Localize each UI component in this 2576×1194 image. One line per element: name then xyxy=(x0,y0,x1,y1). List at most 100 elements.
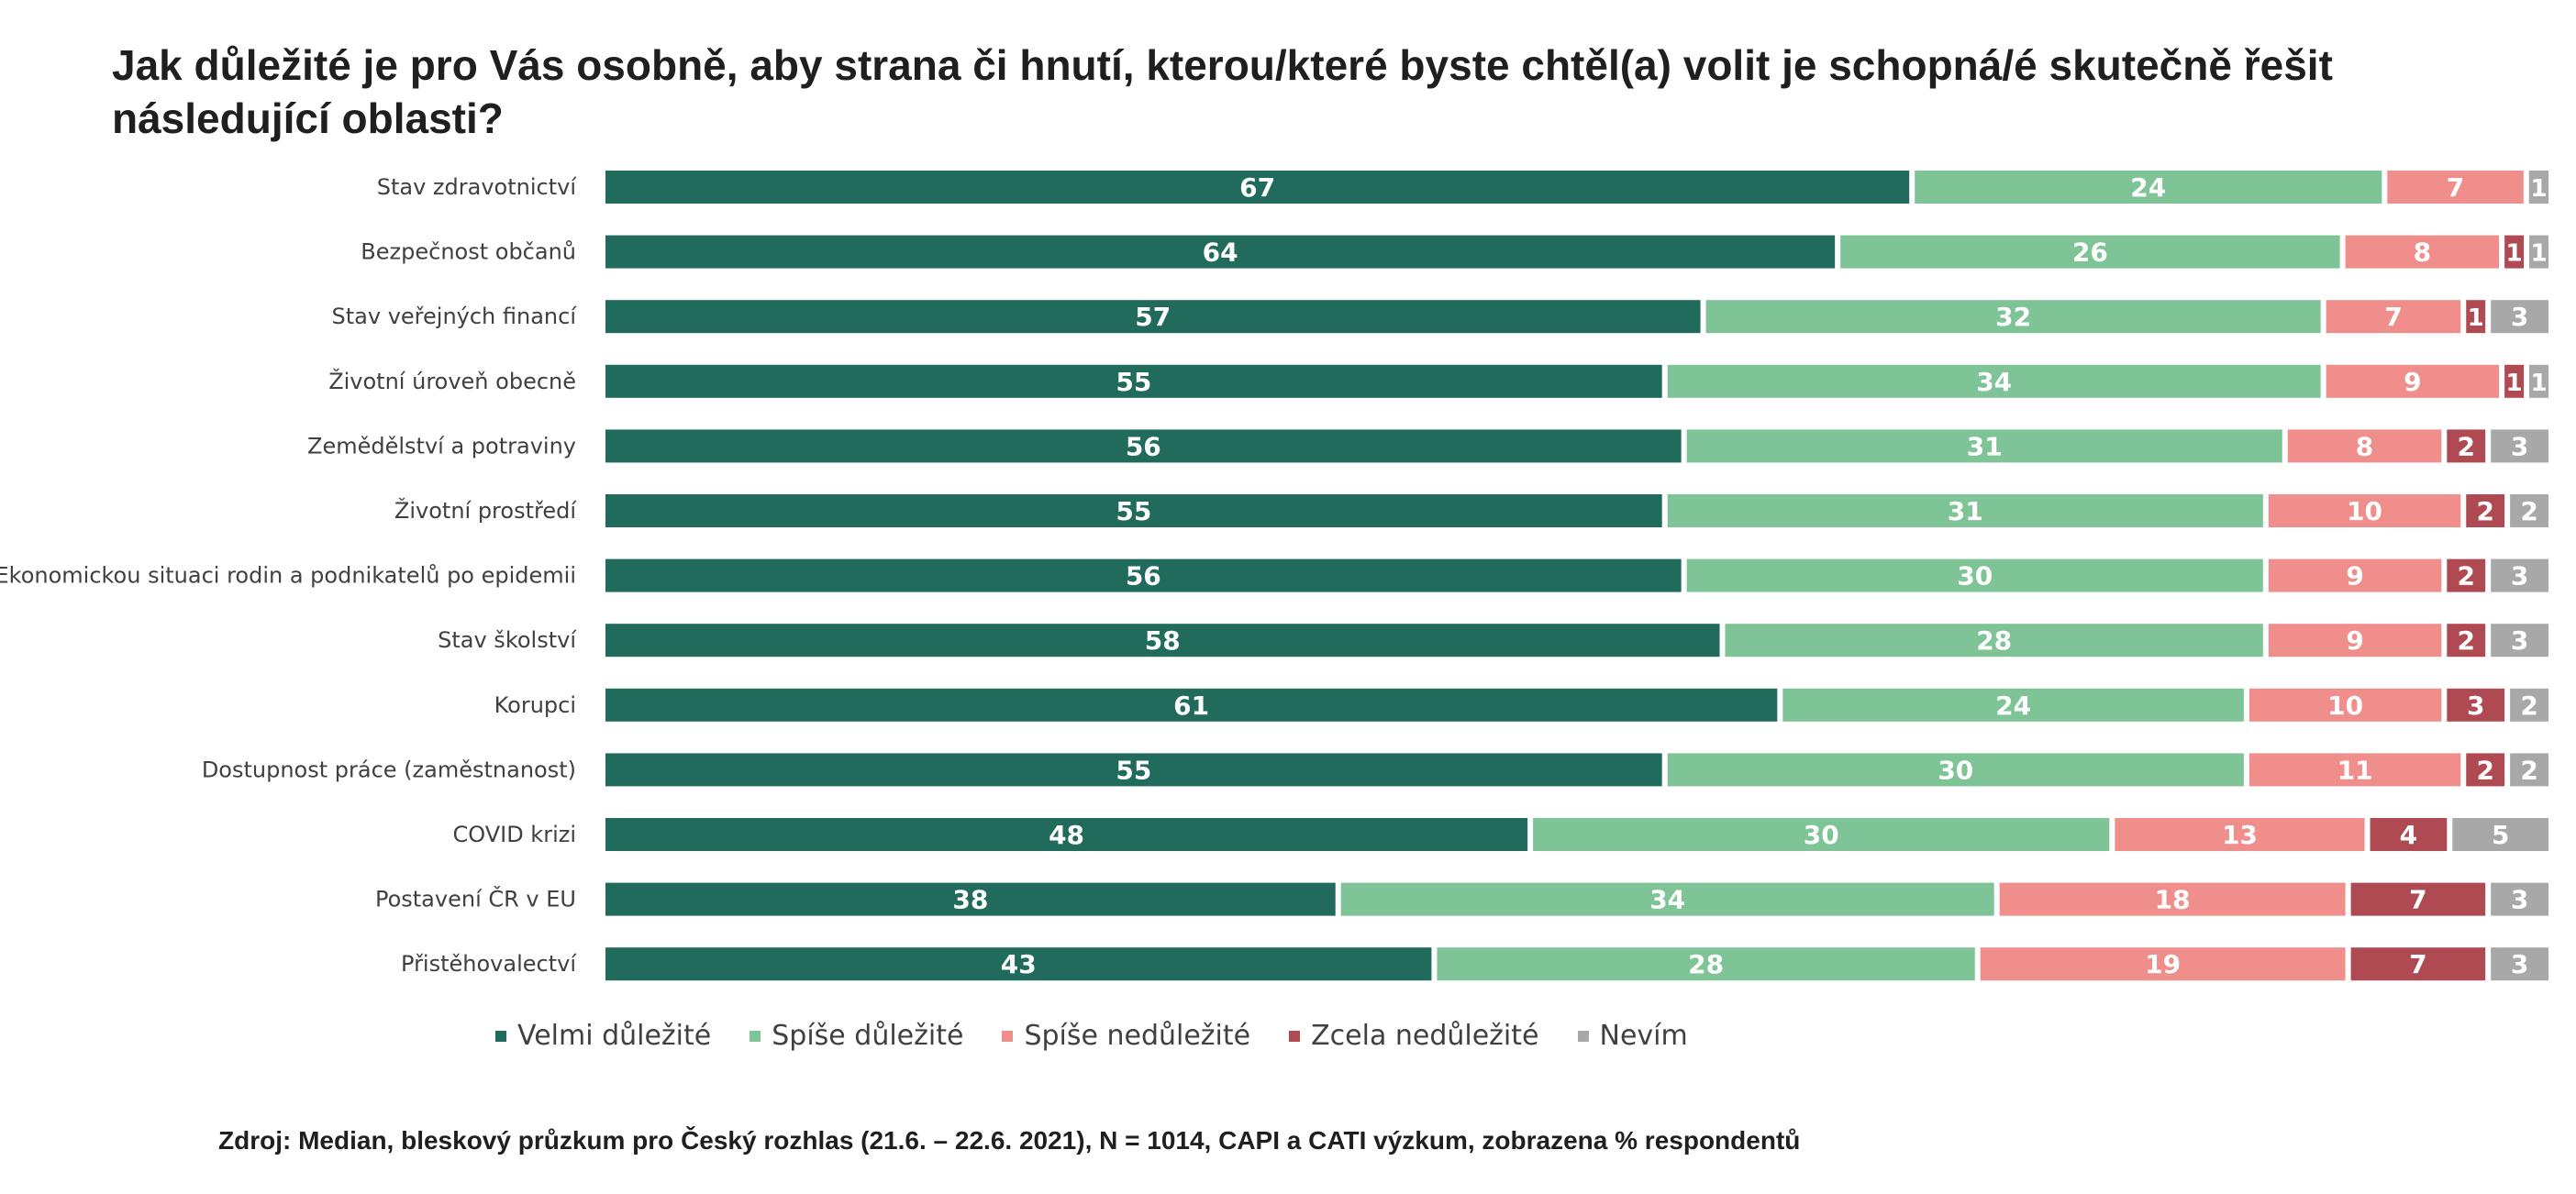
data-label: 7 xyxy=(2409,949,2426,979)
legend-item: Spíše důležité xyxy=(749,1020,963,1052)
bar-segment xyxy=(605,558,1682,592)
bar-segment xyxy=(2115,818,2365,851)
legend-item: Nevím xyxy=(1577,1020,1688,1052)
bar-segment xyxy=(1782,688,2244,722)
bar-segment xyxy=(1686,558,2263,592)
data-label: 55 xyxy=(1116,367,1151,397)
data-label: 3 xyxy=(2511,431,2528,461)
legend-swatch xyxy=(1002,1030,1014,1042)
bar-segment xyxy=(2447,688,2505,722)
data-label: 32 xyxy=(1995,302,2031,332)
bar-segment xyxy=(2326,364,2500,398)
data-label: 7 xyxy=(2447,172,2464,203)
bar-segment xyxy=(2491,947,2548,981)
bar-segment xyxy=(2510,688,2548,722)
chart-title: Jak důležité je pro Vás osobně, aby stra… xyxy=(112,41,2333,142)
legend-item: Velmi důležité xyxy=(495,1020,711,1052)
bar-segment xyxy=(2447,624,2486,658)
legend-label: Spíše nedůležité xyxy=(1024,1020,1251,1052)
legend-label: Velmi důležité xyxy=(517,1020,712,1052)
bar-segment xyxy=(2326,300,2461,334)
source-note: Zdroj: Median, bleskový průzkum pro Česk… xyxy=(218,1126,1801,1155)
legend-swatch xyxy=(1577,1030,1589,1042)
data-label: 19 xyxy=(2145,949,2181,979)
data-label: 9 xyxy=(2346,625,2363,656)
bar-segment xyxy=(2452,818,2548,851)
bar-segment xyxy=(2387,171,2524,204)
data-label: 9 xyxy=(2346,561,2363,591)
legend-label: Spíše důležité xyxy=(772,1020,964,1052)
bar-segment xyxy=(2504,364,2525,398)
bar-segment xyxy=(2345,235,2500,269)
bar-segment xyxy=(2447,429,2486,463)
legend-label: Zcela nedůležité xyxy=(1311,1020,1539,1052)
legend-label: Nevím xyxy=(1599,1020,1688,1052)
data-label: 1 xyxy=(2530,175,2547,203)
bar-segment xyxy=(1840,235,2340,269)
bar-segment xyxy=(2529,235,2548,269)
bar-segment xyxy=(2528,171,2548,204)
data-label: 1 xyxy=(2506,370,2523,397)
data-label: 2 xyxy=(2476,755,2493,785)
bar-segment xyxy=(2466,300,2486,334)
data-label: 10 xyxy=(2327,691,2363,721)
data-label: 3 xyxy=(2511,885,2528,915)
data-label: 31 xyxy=(1967,431,2003,461)
bar-segment xyxy=(605,494,1662,527)
data-label: 57 xyxy=(1135,302,1171,332)
category-label: Stav veřejných financí xyxy=(332,304,578,329)
data-label: 3 xyxy=(2511,561,2528,591)
bar-segment xyxy=(2248,753,2461,787)
legend-swatch xyxy=(495,1030,506,1042)
category-label: Zemědělství a potraviny xyxy=(307,433,576,459)
category-label: Dostupnost práce (zaměstnanost) xyxy=(202,757,576,782)
category-label: Přistěhovalectví xyxy=(401,951,577,977)
data-label: 2 xyxy=(2520,755,2537,785)
category-label: Bezpečnost občanů xyxy=(361,239,576,265)
bar-segment xyxy=(1340,882,1994,916)
data-label: 34 xyxy=(1976,367,2012,397)
category-label: Životní prostředí xyxy=(394,497,577,524)
data-label: 2 xyxy=(2476,496,2493,526)
bar-segment xyxy=(2268,624,2442,658)
category-label: Korupci xyxy=(494,692,576,718)
data-label: 38 xyxy=(952,885,988,915)
bar-segment xyxy=(1915,171,2382,204)
bar-segment xyxy=(1667,753,2244,787)
data-label: 61 xyxy=(1173,691,1209,721)
data-label: 1 xyxy=(2468,304,2484,332)
bar-segment xyxy=(2491,624,2548,658)
bar-segment xyxy=(2350,882,2486,916)
data-label: 48 xyxy=(1049,820,1084,850)
data-label: 30 xyxy=(1957,561,1993,591)
data-label: 3 xyxy=(2511,949,2528,979)
data-label: 2 xyxy=(2457,561,2474,591)
data-label: 3 xyxy=(2467,691,2484,721)
bar-segment xyxy=(605,364,1662,398)
data-label: 1 xyxy=(2530,370,2547,397)
legend-item: Zcela nedůležité xyxy=(1289,1020,1539,1052)
category-label: COVID krizi xyxy=(452,822,576,847)
data-label: 34 xyxy=(1649,885,1685,915)
bar-segment xyxy=(2491,300,2548,334)
bar-segment xyxy=(2466,753,2505,787)
bar-segment xyxy=(605,882,1336,916)
bar-segment xyxy=(605,624,1720,658)
bar-segment xyxy=(605,171,1910,204)
category-label: Stav školství xyxy=(438,627,577,653)
bar-segment xyxy=(2510,753,2548,787)
data-label: 3 xyxy=(2511,625,2528,656)
data-label: 7 xyxy=(2384,302,2402,332)
data-label: 1 xyxy=(2530,240,2547,268)
data-label: 24 xyxy=(2130,172,2166,203)
legend: Velmi důležité Spíše důležité Spíše nedůle… xyxy=(495,1020,1688,1052)
bar-segment xyxy=(2491,882,2548,916)
data-label: 67 xyxy=(1239,172,1275,203)
bar-segment xyxy=(2529,364,2548,398)
bar-segment xyxy=(1667,364,2321,398)
bar-segment xyxy=(2350,947,2486,981)
bar-segment xyxy=(605,947,1432,981)
data-label: 55 xyxy=(1116,496,1151,526)
data-label: 55 xyxy=(1116,755,1151,785)
bar-segment xyxy=(2370,818,2448,851)
